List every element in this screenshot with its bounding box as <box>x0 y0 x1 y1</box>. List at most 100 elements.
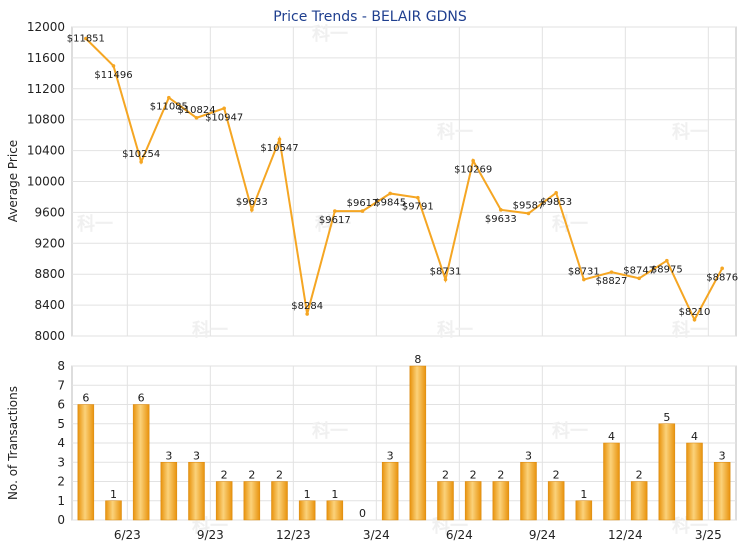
price-y-tick-label: 12000 <box>27 20 65 34</box>
price-point <box>194 116 199 120</box>
transaction-bar <box>132 404 150 521</box>
transaction-bar <box>326 500 344 521</box>
price-data-label: $10547 <box>260 143 298 154</box>
transaction-bar-label: 2 <box>221 469 228 482</box>
transaction-bar-label: 1 <box>331 488 338 501</box>
price-y-tick-label: 9200 <box>34 236 65 250</box>
watermark-text: 科一 <box>437 319 473 341</box>
price-data-label: $10824 <box>177 105 215 116</box>
watermark-text: 科一 <box>552 213 588 235</box>
price-point <box>609 270 614 274</box>
transactions-x-tick-label: 6/23 <box>114 528 141 542</box>
price-data-label: $9853 <box>540 197 572 208</box>
transactions-y-tick-label: 0 <box>57 513 65 527</box>
price-point <box>471 158 475 163</box>
transaction-bar <box>409 365 427 521</box>
transactions-y-tick-label: 8 <box>57 359 65 373</box>
transaction-bar <box>520 462 537 521</box>
price-point <box>665 258 669 263</box>
price-point <box>222 106 226 111</box>
transactions-bars: 6 1 6 3 3 2 2 2 1 1 0 3 8 2 2 2 3 2 1 4 2 5 4 3 <box>77 353 731 521</box>
transaction-bar-label: 1 <box>110 488 117 501</box>
price-y-tick-label: 9600 <box>34 205 65 219</box>
transaction-bar-label: 3 <box>387 449 394 462</box>
transaction-bar <box>160 462 178 521</box>
price-data-label: $8747 <box>623 265 655 276</box>
price-point <box>139 160 143 164</box>
price-data-label: $10269 <box>454 165 492 176</box>
transaction-bar <box>630 481 648 521</box>
price-data-label: $10254 <box>122 149 160 160</box>
transaction-bar-label: 5 <box>663 411 670 424</box>
price-point <box>111 64 116 68</box>
watermark-text: 科一 <box>437 121 473 143</box>
price-data-label: $11496 <box>94 70 132 81</box>
price-data-label: $9617 <box>319 215 351 226</box>
price-y-tick-label: 8800 <box>34 267 65 281</box>
watermark-text: 科一 <box>552 420 588 442</box>
transactions-y-tick-label: 7 <box>57 378 65 392</box>
transaction-bar-label: 2 <box>276 469 283 482</box>
price-data-label: $9587 <box>513 200 545 211</box>
watermark-text: 科一 <box>77 213 113 235</box>
watermark-text: 科一 <box>312 420 348 442</box>
transaction-bar <box>713 462 731 521</box>
transaction-bar-label: 4 <box>608 430 615 443</box>
transaction-bar-label: 6 <box>138 392 145 405</box>
price-point <box>526 211 531 216</box>
transaction-bar <box>77 404 95 521</box>
price-y-tick-label: 10400 <box>27 144 65 158</box>
transaction-bar <box>464 481 482 521</box>
price-data-label: $9845 <box>374 197 406 208</box>
watermark-text: 科一 <box>192 515 228 537</box>
watermark-text: 科一 <box>192 319 228 341</box>
price-y-axis-label: Average Price <box>6 140 20 222</box>
transaction-bar <box>603 442 620 521</box>
watermark-text: 科一 <box>315 213 351 235</box>
price-data-label: $8731 <box>568 267 600 278</box>
transaction-bar-label: 2 <box>470 469 477 482</box>
price-data-labels: $11851 $11496 $10254 $11085$10824$10947 $963… <box>67 34 738 322</box>
transaction-bar-label: 6 <box>82 392 89 405</box>
transaction-bar <box>215 481 233 521</box>
transactions-x-tick-label: 9/23 <box>197 528 224 542</box>
transaction-bar-label: 1 <box>580 488 587 501</box>
price-y-axis: 8000 8400 8800 9200 9600 10000 10400 10800 11200… <box>27 20 65 343</box>
transactions-x-tick-label: 12/24 <box>608 528 643 542</box>
transactions-grid <box>72 365 736 521</box>
price-y-tick-label: 8400 <box>34 298 65 312</box>
price-y-tick-label: 10800 <box>27 113 65 127</box>
watermark-text: 科一 <box>432 515 468 537</box>
transactions-y-tick-label: 1 <box>57 494 65 508</box>
transaction-bar <box>492 481 510 521</box>
price-y-tick-label: 10000 <box>27 175 65 189</box>
transaction-bar <box>437 481 454 521</box>
transaction-bar <box>243 481 261 521</box>
transaction-bar <box>105 500 122 521</box>
transactions-x-tick-label: 3/24 <box>363 528 390 542</box>
transaction-bar-label: 4 <box>691 430 698 443</box>
price-point <box>277 137 282 142</box>
transactions-x-tick-label: 9/24 <box>529 528 556 542</box>
transactions-y-tick-label: 5 <box>57 417 65 431</box>
price-point <box>554 191 558 195</box>
transactions-x-tick-label: 3/25 <box>695 528 722 542</box>
transactions-y-axis: 0 1 2 3 4 5 6 7 8 <box>57 359 65 527</box>
price-point <box>499 208 503 212</box>
transaction-bar <box>188 462 205 521</box>
transaction-bar-label: 2 <box>636 469 643 482</box>
price-data-label: $11085 <box>150 102 188 113</box>
transaction-bar-label: 3 <box>165 449 172 462</box>
transaction-bar-label: 2 <box>248 469 255 482</box>
transaction-bar <box>271 481 288 521</box>
price-data-label: $8731 <box>430 267 462 278</box>
transaction-bar <box>298 500 316 521</box>
watermark-text: 科一 <box>312 23 348 45</box>
transactions-x-tick-label: 6/24 <box>446 528 473 542</box>
transaction-bar-label: 8 <box>414 353 421 366</box>
price-data-label: $9633 <box>236 197 268 208</box>
price-data-label: $11851 <box>67 34 105 45</box>
price-point <box>84 36 88 41</box>
transaction-bar-label: 1 <box>304 488 311 501</box>
